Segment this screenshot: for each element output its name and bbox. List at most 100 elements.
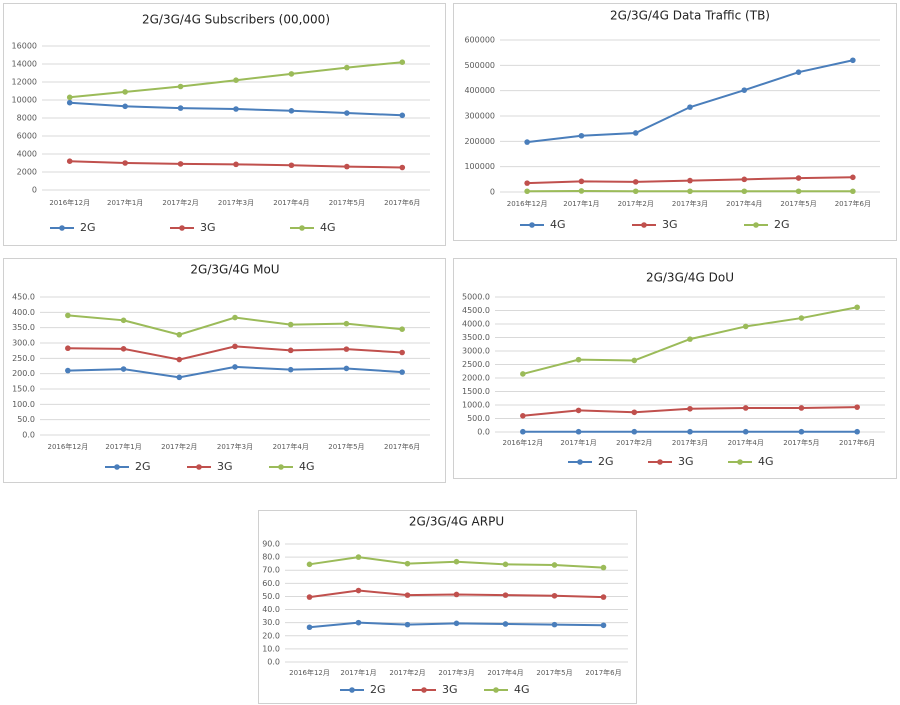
point: [399, 326, 405, 333]
chart-title: 2G/3G/4G Subscribers (00,000): [142, 13, 330, 27]
point: [795, 188, 802, 195]
point: [355, 587, 362, 594]
x-tick-label: 2017年6月: [835, 199, 871, 208]
y-tick-label: 100000: [464, 162, 495, 171]
point: [399, 369, 405, 375]
y-tick-label: 400.0: [12, 308, 35, 317]
legend-marker: [59, 225, 65, 231]
point: [453, 620, 460, 627]
y-tick-label: 0: [490, 188, 495, 197]
point: [65, 367, 71, 374]
y-tick-label: 4000.0: [462, 320, 490, 329]
legend-label: 4G: [299, 460, 315, 473]
point: [122, 89, 128, 95]
legend-label: 3G: [678, 455, 694, 468]
legend-label: 2G: [135, 460, 151, 473]
x-tick-label: 2017年5月: [783, 438, 819, 447]
point: [176, 331, 183, 338]
point: [578, 188, 585, 194]
point: [850, 174, 856, 181]
point: [233, 161, 239, 168]
point: [524, 180, 530, 186]
y-tick-label: 4000: [17, 150, 37, 159]
point: [854, 428, 860, 435]
legend-marker: [737, 459, 743, 465]
point: [233, 77, 239, 83]
point: [66, 94, 73, 101]
point: [288, 162, 295, 169]
point: [795, 69, 802, 75]
point: [355, 619, 362, 626]
x-tick-label: 2016年12月: [47, 442, 88, 451]
y-tick-label: 6000: [17, 132, 37, 141]
point: [306, 561, 313, 568]
point: [578, 178, 585, 185]
x-tick-label: 2017年1月: [560, 438, 596, 447]
legend-label: 4G: [514, 683, 530, 696]
legend-label: 2G: [774, 218, 790, 231]
panel-border: [453, 3, 897, 241]
x-tick-label: 2017年4月: [273, 442, 309, 451]
y-tick-label: 40.0: [262, 605, 280, 614]
y-tick-label: 14000: [12, 60, 37, 69]
point: [344, 110, 350, 116]
point: [631, 357, 638, 364]
point: [344, 64, 350, 71]
point: [742, 323, 749, 330]
x-tick-label: 2017年4月: [728, 438, 764, 447]
x-tick-label: 2017年2月: [162, 198, 198, 207]
x-tick-label: 2017年4月: [487, 668, 523, 677]
legend-label: 2G: [598, 455, 614, 468]
legend-marker: [114, 464, 120, 470]
y-tick-label: 300000: [464, 112, 495, 121]
point: [399, 59, 406, 65]
y-tick-label: 0.0: [267, 658, 280, 667]
point: [120, 317, 127, 324]
point: [122, 160, 128, 166]
y-tick-label: 1000.0: [462, 401, 490, 410]
point: [575, 428, 582, 435]
point: [850, 57, 856, 64]
panel-border: [453, 258, 897, 479]
y-tick-label: 10.0: [262, 644, 280, 653]
point: [453, 558, 460, 565]
point: [287, 366, 294, 373]
point: [287, 347, 294, 354]
point: [551, 562, 558, 568]
point: [177, 83, 184, 90]
y-tick-label: 0.0: [477, 428, 490, 437]
x-tick-label: 2017年3月: [438, 668, 474, 677]
legend-label: 2G: [80, 221, 96, 234]
y-tick-label: 90.0: [262, 540, 280, 549]
x-tick-label: 2017年6月: [384, 442, 420, 451]
point: [575, 407, 582, 414]
point: [524, 139, 530, 145]
x-tick-label: 2016年12月: [502, 438, 543, 447]
y-tick-label: 2000.0: [462, 374, 490, 383]
point: [343, 365, 350, 372]
legend-marker: [179, 225, 185, 231]
point: [404, 560, 411, 567]
point: [502, 561, 509, 568]
y-tick-label: 2500.0: [462, 360, 490, 369]
point: [600, 594, 607, 600]
point: [578, 132, 585, 139]
point: [176, 374, 183, 381]
point: [65, 345, 71, 352]
point: [632, 130, 639, 136]
x-tick-label: 2017年1月: [107, 198, 143, 207]
chart-title: 2G/3G/4G Data Traffic (TB): [610, 9, 770, 23]
legend-marker: [196, 464, 202, 470]
point: [575, 356, 582, 363]
x-tick-label: 2017年6月: [585, 668, 621, 677]
chart-title: 2G/3G/4G MoU: [190, 263, 279, 277]
point: [742, 405, 749, 411]
y-tick-label: 0.0: [22, 431, 35, 440]
x-tick-label: 2017年3月: [217, 442, 253, 451]
legend-marker: [529, 222, 535, 228]
point: [741, 188, 748, 195]
legend-label: 3G: [200, 221, 216, 234]
point: [850, 188, 856, 195]
point: [631, 428, 638, 435]
chart-panel: 2G/3G/4G Subscribers (00,000) 0 2000 4000 60…: [3, 3, 446, 246]
